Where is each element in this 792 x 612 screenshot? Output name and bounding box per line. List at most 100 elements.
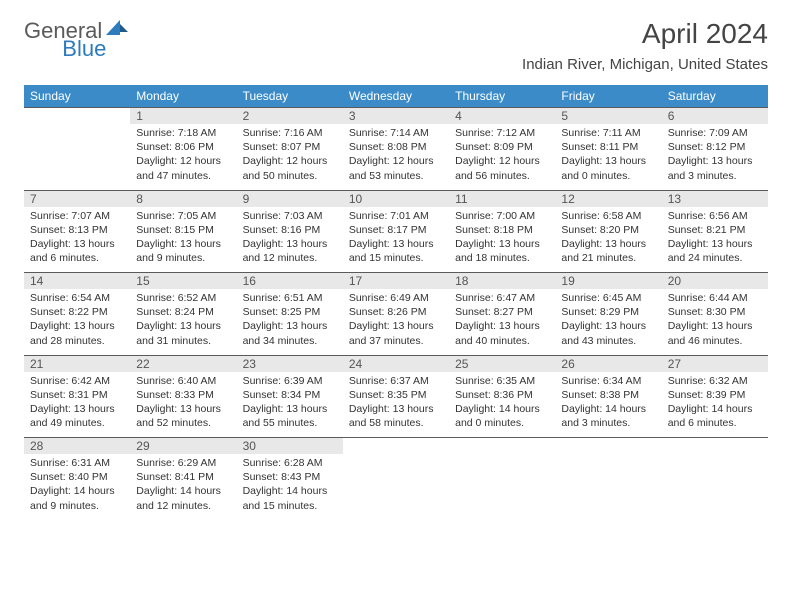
daylight-line: Daylight: 13 hours and 52 minutes. bbox=[136, 402, 230, 430]
daylight-line: Daylight: 13 hours and 43 minutes. bbox=[561, 319, 655, 347]
day-number: 11 bbox=[449, 190, 555, 207]
day-number: 19 bbox=[555, 273, 661, 290]
weekday-header: Monday bbox=[130, 85, 236, 108]
sunrise-line: Sunrise: 6:49 AM bbox=[349, 291, 443, 305]
daylight-line: Daylight: 14 hours and 0 minutes. bbox=[455, 402, 549, 430]
sunset-line: Sunset: 8:07 PM bbox=[243, 140, 337, 154]
day-cell: Sunrise: 6:54 AMSunset: 8:22 PMDaylight:… bbox=[24, 289, 130, 355]
day-cell bbox=[343, 454, 449, 520]
daylight-line: Daylight: 13 hours and 31 minutes. bbox=[136, 319, 230, 347]
day-content-row: Sunrise: 6:54 AMSunset: 8:22 PMDaylight:… bbox=[24, 289, 768, 355]
sunrise-line: Sunrise: 6:44 AM bbox=[668, 291, 762, 305]
daylight-line: Daylight: 12 hours and 47 minutes. bbox=[136, 154, 230, 182]
day-number-row: 14151617181920 bbox=[24, 273, 768, 290]
daylight-line: Daylight: 13 hours and 3 minutes. bbox=[668, 154, 762, 182]
weekday-header-row: SundayMondayTuesdayWednesdayThursdayFrid… bbox=[24, 85, 768, 108]
sunset-line: Sunset: 8:08 PM bbox=[349, 140, 443, 154]
day-number-row: 21222324252627 bbox=[24, 355, 768, 372]
day-cell: Sunrise: 7:07 AMSunset: 8:13 PMDaylight:… bbox=[24, 207, 130, 273]
day-cell: Sunrise: 6:52 AMSunset: 8:24 PMDaylight:… bbox=[130, 289, 236, 355]
day-content-row: Sunrise: 6:31 AMSunset: 8:40 PMDaylight:… bbox=[24, 454, 768, 520]
sunrise-line: Sunrise: 6:56 AM bbox=[668, 209, 762, 223]
day-number: 8 bbox=[130, 190, 236, 207]
day-number: 6 bbox=[662, 108, 768, 125]
day-cell: Sunrise: 6:47 AMSunset: 8:27 PMDaylight:… bbox=[449, 289, 555, 355]
day-cell: Sunrise: 6:39 AMSunset: 8:34 PMDaylight:… bbox=[237, 372, 343, 438]
sunset-line: Sunset: 8:34 PM bbox=[243, 388, 337, 402]
day-cell: Sunrise: 6:56 AMSunset: 8:21 PMDaylight:… bbox=[662, 207, 768, 273]
daylight-line: Daylight: 13 hours and 28 minutes. bbox=[30, 319, 124, 347]
day-number: 24 bbox=[343, 355, 449, 372]
day-number: 18 bbox=[449, 273, 555, 290]
daylight-line: Daylight: 13 hours and 37 minutes. bbox=[349, 319, 443, 347]
sunrise-line: Sunrise: 7:18 AM bbox=[136, 126, 230, 140]
sunset-line: Sunset: 8:17 PM bbox=[349, 223, 443, 237]
day-cell: Sunrise: 7:01 AMSunset: 8:17 PMDaylight:… bbox=[343, 207, 449, 273]
sunrise-line: Sunrise: 7:14 AM bbox=[349, 126, 443, 140]
sunset-line: Sunset: 8:25 PM bbox=[243, 305, 337, 319]
daylight-line: Daylight: 13 hours and 34 minutes. bbox=[243, 319, 337, 347]
day-cell: Sunrise: 6:32 AMSunset: 8:39 PMDaylight:… bbox=[662, 372, 768, 438]
day-cell: Sunrise: 7:16 AMSunset: 8:07 PMDaylight:… bbox=[237, 124, 343, 190]
day-number: 15 bbox=[130, 273, 236, 290]
sunrise-line: Sunrise: 7:01 AM bbox=[349, 209, 443, 223]
day-cell: Sunrise: 6:28 AMSunset: 8:43 PMDaylight:… bbox=[237, 454, 343, 520]
day-number: 22 bbox=[130, 355, 236, 372]
daylight-line: Daylight: 14 hours and 9 minutes. bbox=[30, 484, 124, 512]
weekday-header: Saturday bbox=[662, 85, 768, 108]
day-number: 27 bbox=[662, 355, 768, 372]
sunset-line: Sunset: 8:16 PM bbox=[243, 223, 337, 237]
sunset-line: Sunset: 8:20 PM bbox=[561, 223, 655, 237]
daylight-line: Daylight: 14 hours and 6 minutes. bbox=[668, 402, 762, 430]
daylight-line: Daylight: 13 hours and 40 minutes. bbox=[455, 319, 549, 347]
day-cell: Sunrise: 6:58 AMSunset: 8:20 PMDaylight:… bbox=[555, 207, 661, 273]
day-number: 28 bbox=[24, 438, 130, 455]
day-cell: Sunrise: 7:18 AMSunset: 8:06 PMDaylight:… bbox=[130, 124, 236, 190]
sunset-line: Sunset: 8:40 PM bbox=[30, 470, 124, 484]
sunset-line: Sunset: 8:33 PM bbox=[136, 388, 230, 402]
daylight-line: Daylight: 14 hours and 3 minutes. bbox=[561, 402, 655, 430]
sunrise-line: Sunrise: 6:29 AM bbox=[136, 456, 230, 470]
daylight-line: Daylight: 13 hours and 49 minutes. bbox=[30, 402, 124, 430]
day-number bbox=[662, 438, 768, 455]
sunset-line: Sunset: 8:09 PM bbox=[455, 140, 549, 154]
sunrise-line: Sunrise: 6:28 AM bbox=[243, 456, 337, 470]
sunrise-line: Sunrise: 6:52 AM bbox=[136, 291, 230, 305]
sunset-line: Sunset: 8:26 PM bbox=[349, 305, 443, 319]
daylight-line: Daylight: 13 hours and 55 minutes. bbox=[243, 402, 337, 430]
title-block: April 2024 Indian River, Michigan, Unite… bbox=[522, 18, 768, 73]
month-title: April 2024 bbox=[522, 18, 768, 50]
day-cell: Sunrise: 6:34 AMSunset: 8:38 PMDaylight:… bbox=[555, 372, 661, 438]
sunset-line: Sunset: 8:35 PM bbox=[349, 388, 443, 402]
day-number: 2 bbox=[237, 108, 343, 125]
day-number: 16 bbox=[237, 273, 343, 290]
day-cell: Sunrise: 6:40 AMSunset: 8:33 PMDaylight:… bbox=[130, 372, 236, 438]
sunrise-line: Sunrise: 6:54 AM bbox=[30, 291, 124, 305]
day-number: 3 bbox=[343, 108, 449, 125]
day-number: 26 bbox=[555, 355, 661, 372]
logo-text-blue: Blue bbox=[62, 36, 106, 62]
day-cell bbox=[555, 454, 661, 520]
sunrise-line: Sunrise: 6:39 AM bbox=[243, 374, 337, 388]
sunrise-line: Sunrise: 7:07 AM bbox=[30, 209, 124, 223]
day-cell: Sunrise: 7:05 AMSunset: 8:15 PMDaylight:… bbox=[130, 207, 236, 273]
sunrise-line: Sunrise: 6:31 AM bbox=[30, 456, 124, 470]
daylight-line: Daylight: 13 hours and 46 minutes. bbox=[668, 319, 762, 347]
daylight-line: Daylight: 13 hours and 6 minutes. bbox=[30, 237, 124, 265]
day-cell bbox=[24, 124, 130, 190]
sunset-line: Sunset: 8:22 PM bbox=[30, 305, 124, 319]
daylight-line: Daylight: 13 hours and 12 minutes. bbox=[243, 237, 337, 265]
sunrise-line: Sunrise: 6:47 AM bbox=[455, 291, 549, 305]
day-number: 7 bbox=[24, 190, 130, 207]
day-number: 23 bbox=[237, 355, 343, 372]
day-number: 17 bbox=[343, 273, 449, 290]
sunset-line: Sunset: 8:41 PM bbox=[136, 470, 230, 484]
day-number bbox=[24, 108, 130, 125]
day-content-row: Sunrise: 7:07 AMSunset: 8:13 PMDaylight:… bbox=[24, 207, 768, 273]
day-cell: Sunrise: 6:49 AMSunset: 8:26 PMDaylight:… bbox=[343, 289, 449, 355]
day-number bbox=[343, 438, 449, 455]
weekday-header: Sunday bbox=[24, 85, 130, 108]
sunrise-line: Sunrise: 7:09 AM bbox=[668, 126, 762, 140]
day-number: 20 bbox=[662, 273, 768, 290]
day-number: 9 bbox=[237, 190, 343, 207]
